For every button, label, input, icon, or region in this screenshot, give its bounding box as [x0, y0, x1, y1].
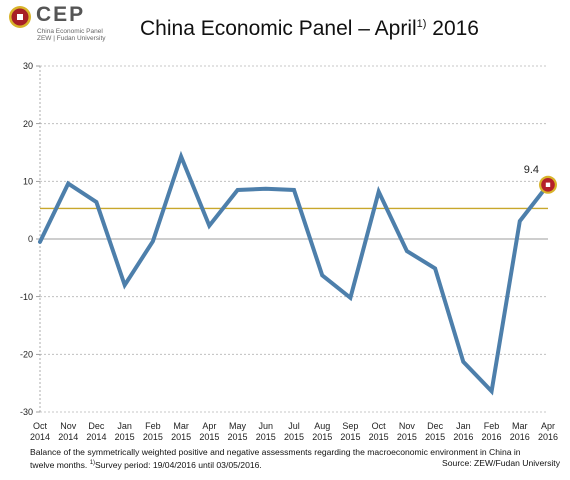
title-main: China Economic Panel – April	[140, 17, 417, 40]
data-point	[264, 187, 268, 191]
x-tick-label-year: 2015	[228, 432, 248, 442]
tick-labels: -30-20-100102030Oct2014Nov2014Dec2014Jan…	[20, 61, 558, 442]
logo-subtitle: China Economic Panel ZEW | Fudan Univers…	[37, 28, 147, 42]
y-tick-label: 20	[23, 119, 33, 129]
axes	[36, 65, 548, 413]
x-tick-label-year: 2015	[171, 432, 191, 442]
data-point	[94, 200, 98, 204]
x-tick-label-year: 2015	[284, 432, 304, 442]
x-tick-label-year: 2015	[115, 432, 135, 442]
x-tick-label-year: 2015	[397, 432, 417, 442]
data-point	[490, 389, 494, 393]
x-tick-label: Dec	[427, 421, 444, 431]
data-point	[292, 188, 296, 192]
data-point	[320, 273, 324, 277]
x-tick-label: Dec	[88, 421, 105, 431]
x-tick-label: Nov	[60, 421, 77, 431]
data-point	[38, 240, 42, 244]
x-tick-label-year: 2016	[482, 432, 502, 442]
x-tick-label: Oct	[372, 421, 387, 431]
data-point	[348, 296, 352, 300]
footer-description: Balance of the symmetrically weighted po…	[30, 447, 521, 457]
latest-value-label: 9.4	[524, 164, 539, 176]
x-tick-label-year: 2014	[30, 432, 50, 442]
footer-survey-period: Survey period: 19/04/2016 until 03/05/20…	[95, 459, 262, 470]
x-tick-label: May	[229, 421, 247, 431]
x-tick-label: Jan	[456, 421, 471, 431]
x-tick-label: Apr	[202, 421, 216, 431]
x-tick-label: Apr	[541, 421, 555, 431]
data-point	[433, 266, 437, 270]
x-tick-label: Feb	[484, 421, 500, 431]
logo-subtitle-line-1: China Economic Panel	[37, 28, 103, 35]
data-series	[38, 150, 557, 396]
y-tick-label: 30	[23, 61, 33, 71]
title-year: 2016	[426, 17, 479, 40]
data-point	[66, 182, 70, 186]
x-tick-label-year: 2016	[510, 432, 530, 442]
data-point	[518, 219, 522, 223]
series-line	[38, 150, 550, 396]
footer-line-2: twelve months. 1)Survey period: 19/04/20…	[30, 458, 560, 471]
x-tick-label: Mar	[173, 421, 189, 431]
y-tick-label: -30	[20, 407, 33, 417]
logo-subtitle-line-2: ZEW | Fudan University	[37, 35, 106, 42]
title-footnote-mark: 1)	[416, 18, 427, 30]
x-tick-label-year: 2016	[453, 432, 473, 442]
data-point	[179, 155, 183, 159]
data-point	[461, 360, 465, 364]
cep-logo: CEP China Economic Panel ZEW | Fudan Uni…	[8, 3, 128, 42]
data-point	[377, 190, 381, 194]
grid-lines	[40, 65, 548, 413]
y-tick-label: -10	[20, 292, 33, 302]
x-tick-label: Jul	[288, 421, 300, 431]
x-tick-label-year: 2015	[425, 432, 445, 442]
data-point	[236, 188, 240, 192]
cep-logo-icon	[9, 6, 31, 28]
data-point	[123, 283, 127, 287]
footer-continuation: twelve months.	[30, 459, 90, 470]
x-tick-label: Feb	[145, 421, 161, 431]
x-tick-label: Nov	[399, 421, 416, 431]
x-tick-label-year: 2015	[256, 432, 276, 442]
footer: Balance of the symmetrically weighted po…	[30, 447, 560, 471]
y-tick-label: 10	[23, 177, 33, 187]
latest-point-marker-center	[545, 182, 551, 187]
logo-text: CEP	[36, 3, 86, 26]
footer-survey: twelve months. 1)Survey period: 19/04/20…	[30, 458, 262, 471]
header: CEP China Economic Panel ZEW | Fudan Uni…	[0, 0, 570, 44]
x-tick-label: Aug	[314, 421, 330, 431]
x-tick-label-year: 2015	[199, 432, 219, 442]
x-tick-label: Jun	[259, 421, 274, 431]
y-tick-label: -20	[20, 350, 33, 360]
footer-footnote-mark: 1)	[89, 460, 96, 466]
x-tick-label-year: 2015	[312, 432, 332, 442]
x-tick-label-year: 2014	[86, 432, 106, 442]
x-tick-label-year: 2015	[369, 432, 389, 442]
x-tick-label: Jan	[117, 421, 132, 431]
y-tick-label: 0	[28, 234, 33, 244]
data-point	[405, 249, 409, 253]
x-tick-label: Sep	[342, 421, 358, 431]
line-chart: -30-20-100102030Oct2014Nov2014Dec2014Jan…	[20, 61, 558, 442]
x-tick-label-year: 2015	[143, 432, 163, 442]
x-tick-label-year: 2015	[340, 432, 360, 442]
footer-source: Source: ZEW/Fudan University	[442, 458, 560, 468]
data-point	[207, 224, 211, 228]
x-tick-label: Oct	[33, 421, 48, 431]
x-tick-label-year: 2014	[58, 432, 78, 442]
x-tick-label: Mar	[512, 421, 528, 431]
chart-title: China Economic Panel – April1) 2016	[140, 11, 479, 42]
x-tick-label-year: 2016	[538, 432, 558, 442]
data-point	[151, 239, 155, 243]
